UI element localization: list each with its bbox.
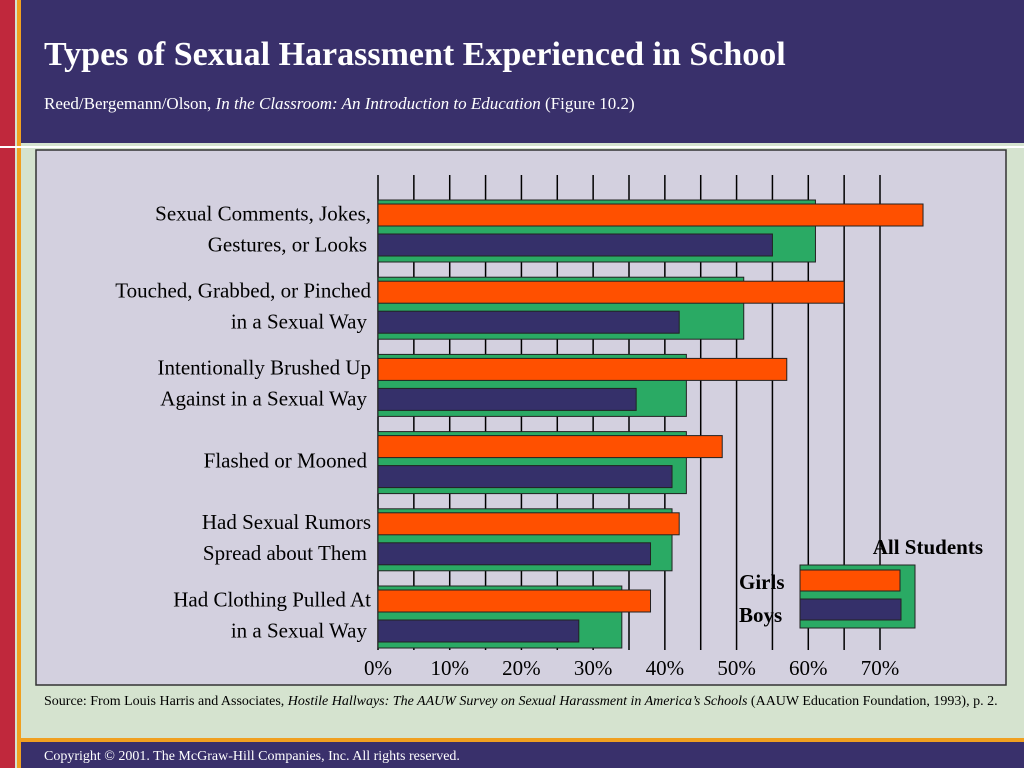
category-label: Gestures, or Looks [208,232,367,256]
source-part: Source: From Louis Harris and Associates… [44,694,288,709]
title: Types of Sexual Harassment Experienced i… [44,36,786,73]
x-tick-label: 0% [364,656,392,680]
subtitle-part: (Figure 10.2) [541,94,635,113]
category-label: Intentionally Brushed Up [158,356,371,380]
bar [377,280,845,304]
category-label: Had Clothing Pulled At [173,587,371,611]
accent-line [17,0,21,768]
bar [377,435,723,459]
category-label: in a Sexual Way [231,618,368,642]
category-label: Spread about Them [203,541,367,565]
left-stripe [0,0,15,768]
footer-bar [21,742,1024,768]
bar [377,310,680,334]
legend-swatch [799,598,902,621]
source-part: Hostile Hallways: The AAUW Survey on Sex… [287,694,748,709]
legend-label: Girls [739,570,785,594]
x-tick-label: 60% [789,656,828,680]
bar [377,589,652,613]
legend-label: All Students [873,535,983,559]
bar [377,203,924,227]
bar [377,233,773,257]
category-label: Sexual Comments, Jokes, [155,201,371,225]
category-label: Flashed or Mooned [204,448,368,472]
subtitle-part: In the Classroom: An Introduction to Edu… [215,94,541,113]
bar [377,357,788,381]
legend-swatch [799,569,901,592]
x-tick-label: 70% [861,656,900,680]
source-part: (AAUW Education Foundation, 1993), p. 2. [747,694,998,709]
bar [377,619,580,643]
x-tick-label: 40% [646,656,685,680]
source: Source: From Louis Harris and Associates… [44,692,1004,712]
title-bar [21,0,1024,143]
footer-line [21,738,1024,742]
category-label: Against in a Sexual Way [160,387,367,411]
legend-label: Boys [739,603,782,627]
copyright: Copyright © 2001. The McGraw-Hill Compan… [44,749,460,764]
bar [377,387,637,411]
category-label: Touched, Grabbed, or Pinched [115,279,371,303]
subtitle: Reed/Bergemann/Olson, In the Classroom: … [44,94,635,113]
x-tick-label: 20% [502,656,541,680]
x-tick-label: 50% [717,656,756,680]
bar [377,512,680,536]
x-tick-label: 10% [430,656,469,680]
category-label: in a Sexual Way [231,310,368,334]
bar [377,465,673,489]
category-label: Had Sexual Rumors [202,510,371,534]
subtitle-part: Reed/Bergemann/Olson, [44,94,216,113]
source-box: Source: From Louis Harris and Associates… [44,692,1004,712]
bar [377,542,652,566]
divider [0,146,1024,148]
x-tick-label: 30% [574,656,613,680]
